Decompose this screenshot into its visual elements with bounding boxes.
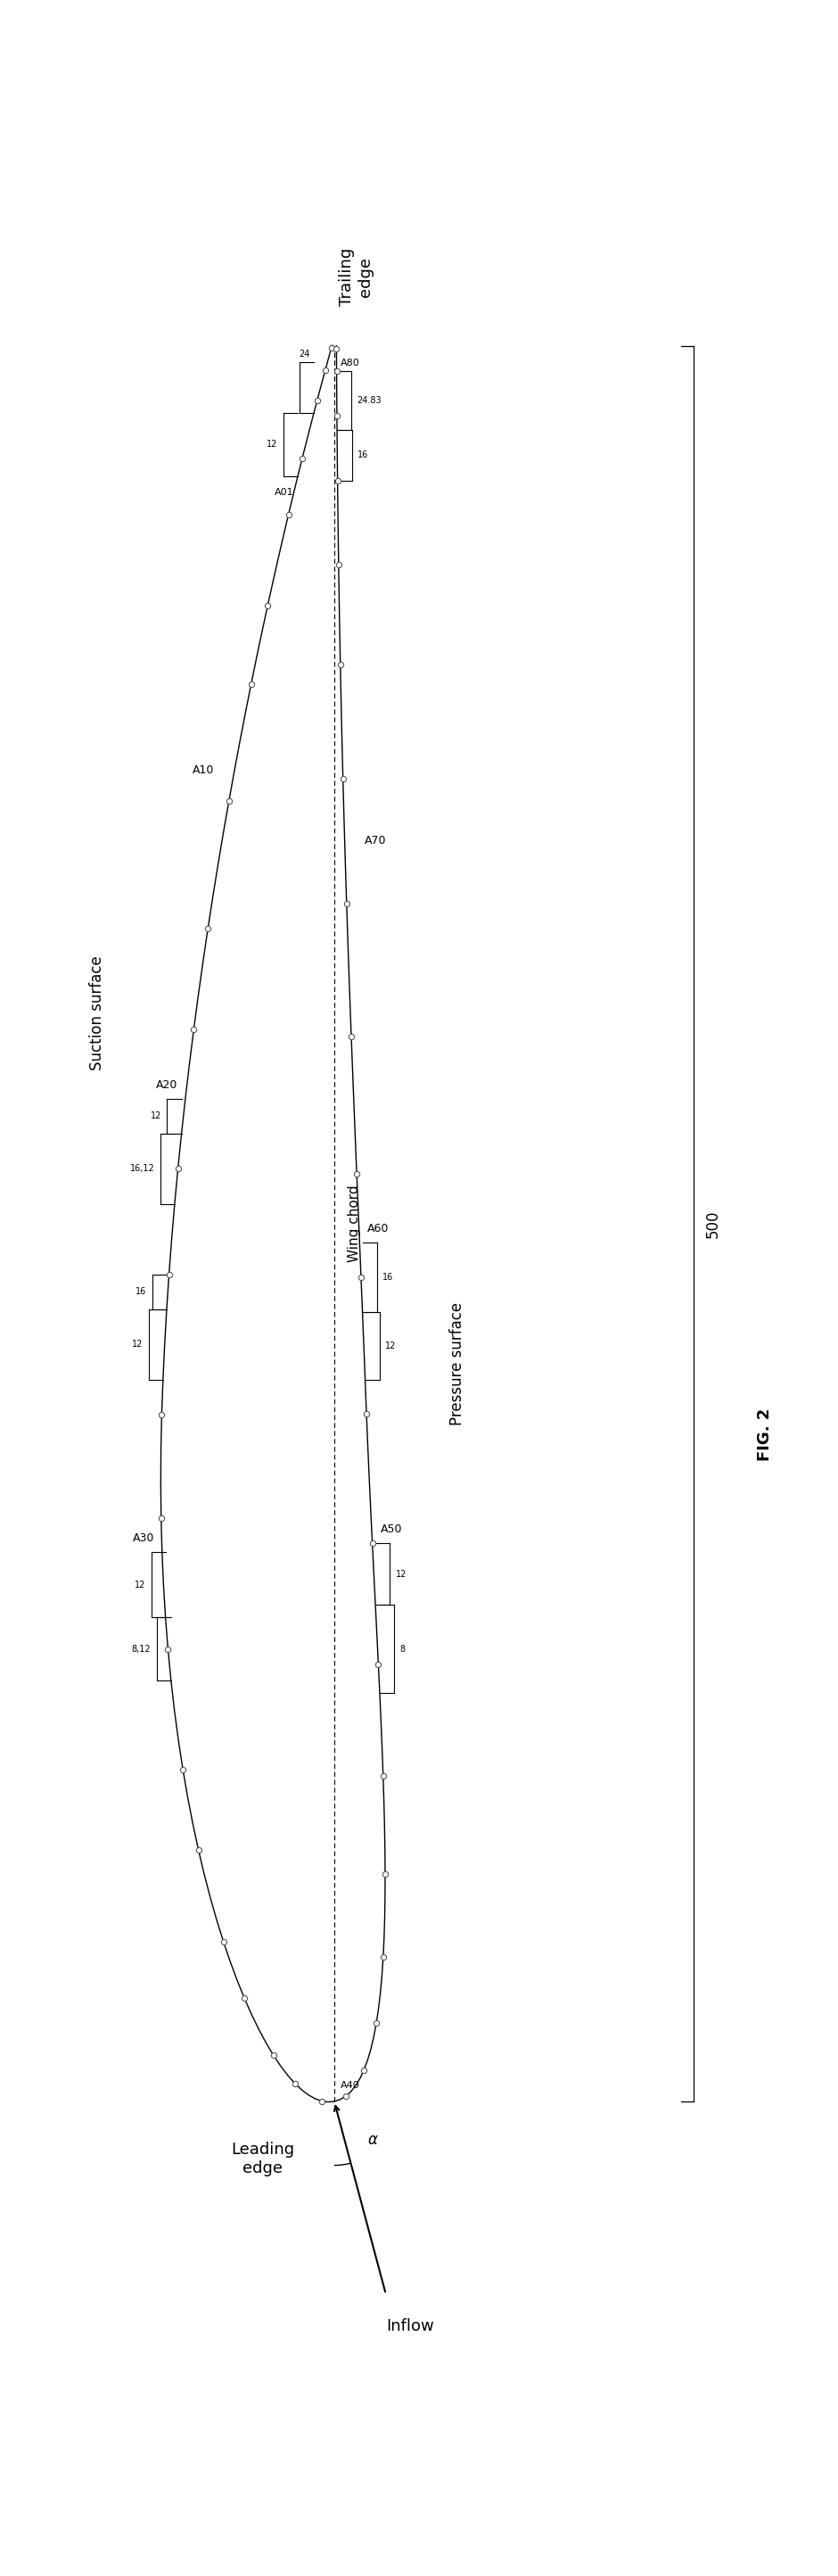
- Text: 16: 16: [382, 1273, 393, 1283]
- Text: 500: 500: [705, 1211, 722, 1236]
- Text: Pressure surface: Pressure surface: [449, 1303, 465, 1425]
- Text: 8: 8: [400, 1643, 405, 1654]
- Text: A40: A40: [340, 2081, 360, 2089]
- Text: 12: 12: [135, 1579, 146, 1589]
- Text: 24: 24: [299, 350, 310, 358]
- Text: 8,12: 8,12: [132, 1643, 151, 1654]
- Text: 16: 16: [358, 451, 369, 459]
- Text: 16: 16: [136, 1288, 147, 1296]
- Text: 12: 12: [151, 1113, 162, 1121]
- Text: A01: A01: [275, 487, 294, 497]
- Text: 24.83: 24.83: [357, 397, 381, 404]
- Text: Leading
edge: Leading edge: [230, 2141, 294, 2177]
- Text: A60: A60: [368, 1224, 390, 1234]
- Text: A50: A50: [380, 1522, 402, 1535]
- Text: α: α: [368, 2133, 377, 2148]
- Text: 12: 12: [385, 1342, 396, 1350]
- Text: A10: A10: [193, 765, 215, 775]
- Text: Inflow: Inflow: [385, 2318, 434, 2334]
- Text: A70: A70: [365, 835, 386, 845]
- Text: A30: A30: [132, 1533, 154, 1543]
- Text: Wing chord: Wing chord: [348, 1185, 361, 1262]
- Text: FIG. 2: FIG. 2: [757, 1406, 773, 1461]
- Text: 12: 12: [396, 1569, 406, 1579]
- Text: 12: 12: [132, 1340, 143, 1350]
- Text: A80: A80: [340, 358, 360, 368]
- Text: Suction surface: Suction surface: [89, 956, 105, 1069]
- Text: 12: 12: [266, 440, 278, 448]
- Text: A20: A20: [156, 1079, 178, 1090]
- Text: Trailing
edge: Trailing edge: [339, 247, 373, 307]
- Text: 16,12: 16,12: [130, 1164, 155, 1172]
